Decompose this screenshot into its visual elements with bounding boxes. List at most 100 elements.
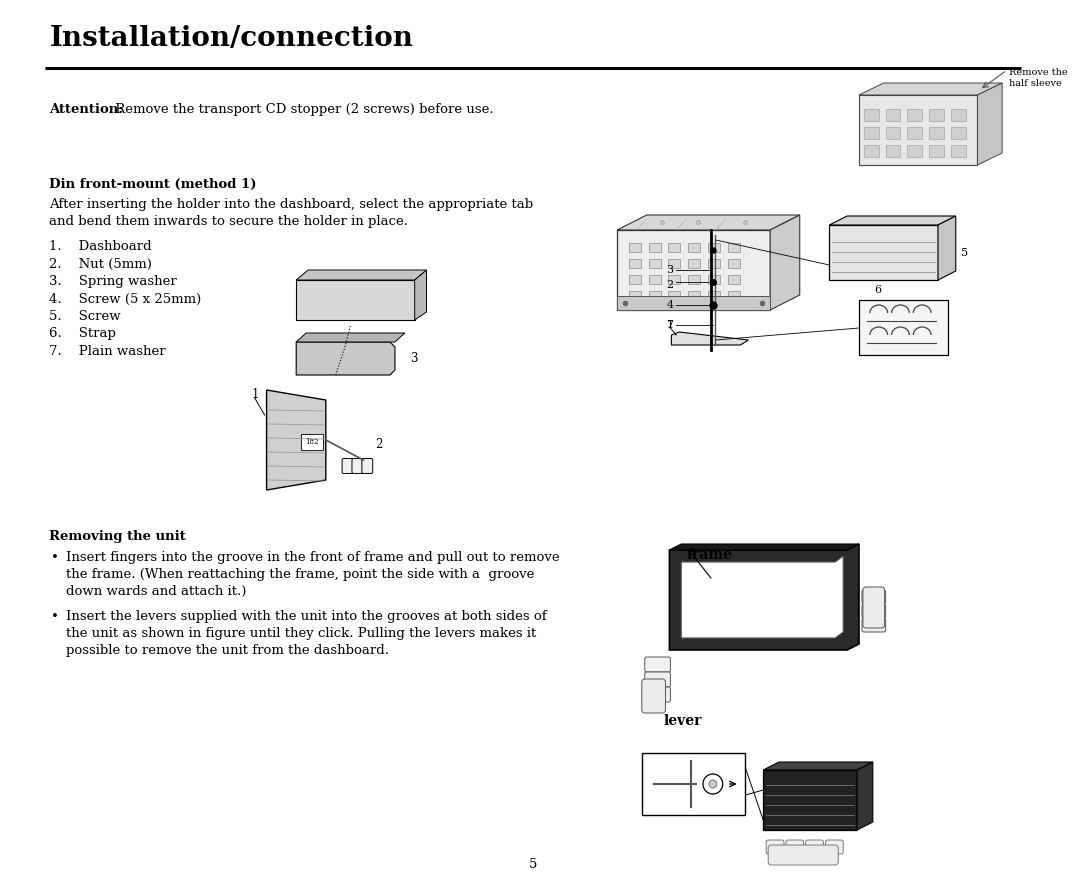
Bar bbox=[669, 243, 680, 252]
Text: lever: lever bbox=[663, 714, 702, 728]
Text: 1.    Dashboard: 1. Dashboard bbox=[50, 240, 152, 253]
FancyBboxPatch shape bbox=[352, 458, 363, 473]
Text: 1: 1 bbox=[252, 389, 259, 402]
Bar bbox=[707, 291, 719, 300]
Bar bbox=[950, 145, 966, 157]
Text: Attention:: Attention: bbox=[50, 103, 123, 116]
Bar bbox=[929, 127, 944, 139]
FancyBboxPatch shape bbox=[806, 840, 823, 854]
Bar bbox=[688, 275, 700, 284]
Bar bbox=[929, 145, 944, 157]
Bar bbox=[301, 434, 323, 450]
Polygon shape bbox=[937, 216, 956, 280]
Bar bbox=[649, 291, 661, 300]
Text: Removing the unit: Removing the unit bbox=[50, 530, 186, 543]
Text: 1: 1 bbox=[666, 320, 674, 330]
Polygon shape bbox=[670, 544, 859, 550]
Polygon shape bbox=[977, 83, 1002, 165]
Bar bbox=[642, 753, 745, 815]
Bar bbox=[950, 109, 966, 121]
Bar bbox=[649, 275, 661, 284]
Bar bbox=[728, 243, 740, 252]
Text: 2: 2 bbox=[375, 439, 382, 451]
Circle shape bbox=[708, 780, 717, 788]
FancyBboxPatch shape bbox=[766, 840, 784, 854]
FancyBboxPatch shape bbox=[825, 840, 843, 854]
FancyBboxPatch shape bbox=[768, 845, 838, 865]
Text: the frame. (When reattaching the frame, point the side with a  groove: the frame. (When reattaching the frame, … bbox=[66, 568, 535, 581]
Polygon shape bbox=[829, 216, 956, 225]
Text: and bend them inwards to secure the holder in place.: and bend them inwards to secure the hold… bbox=[50, 215, 408, 228]
Polygon shape bbox=[670, 544, 859, 650]
Bar bbox=[707, 243, 719, 252]
Polygon shape bbox=[296, 342, 395, 375]
FancyBboxPatch shape bbox=[645, 687, 671, 702]
Polygon shape bbox=[764, 762, 873, 770]
Text: Insert fingers into the groove in the front of frame and pull out to remove: Insert fingers into the groove in the fr… bbox=[66, 551, 559, 564]
Bar bbox=[859, 300, 948, 355]
Bar bbox=[907, 127, 922, 139]
Polygon shape bbox=[296, 333, 405, 342]
Polygon shape bbox=[672, 332, 748, 345]
Bar bbox=[707, 275, 719, 284]
Text: 182: 182 bbox=[306, 438, 319, 446]
Bar bbox=[764, 770, 858, 830]
Polygon shape bbox=[858, 762, 873, 830]
Bar bbox=[649, 259, 661, 268]
Bar bbox=[886, 127, 901, 139]
Polygon shape bbox=[617, 230, 770, 310]
Text: 4.    Screw (5 x 25mm): 4. Screw (5 x 25mm) bbox=[50, 292, 202, 306]
Bar bbox=[864, 145, 879, 157]
Text: Remove the
half sleeve: Remove the half sleeve bbox=[1009, 68, 1068, 88]
Text: possible to remove the unit from the dashboard.: possible to remove the unit from the das… bbox=[66, 644, 389, 657]
Bar bbox=[669, 259, 680, 268]
Polygon shape bbox=[296, 270, 427, 280]
Polygon shape bbox=[681, 556, 843, 638]
Text: Remove the transport CD stopper (2 screws) before use.: Remove the transport CD stopper (2 screw… bbox=[110, 103, 494, 116]
Text: 6: 6 bbox=[874, 285, 881, 295]
Text: Din front-mount (method 1): Din front-mount (method 1) bbox=[50, 178, 257, 191]
Bar bbox=[864, 127, 879, 139]
Text: 4: 4 bbox=[666, 300, 674, 310]
FancyBboxPatch shape bbox=[642, 679, 665, 713]
FancyBboxPatch shape bbox=[362, 458, 373, 473]
Text: •: • bbox=[52, 610, 59, 623]
FancyBboxPatch shape bbox=[786, 840, 804, 854]
Bar bbox=[728, 275, 740, 284]
Bar bbox=[907, 145, 922, 157]
Polygon shape bbox=[296, 280, 415, 320]
Polygon shape bbox=[617, 215, 800, 230]
Text: 3.    Spring washer: 3. Spring washer bbox=[50, 275, 177, 288]
Bar bbox=[629, 259, 640, 268]
Polygon shape bbox=[770, 215, 800, 310]
Polygon shape bbox=[415, 270, 427, 320]
Text: 7: 7 bbox=[666, 320, 674, 330]
Bar bbox=[629, 291, 640, 300]
Text: down wards and attach it.): down wards and attach it.) bbox=[66, 585, 246, 598]
FancyBboxPatch shape bbox=[342, 458, 353, 473]
Text: 6.    Strap: 6. Strap bbox=[50, 328, 117, 341]
Text: 5: 5 bbox=[529, 858, 538, 871]
Text: 7.    Plain washer: 7. Plain washer bbox=[50, 345, 166, 358]
Bar bbox=[929, 109, 944, 121]
Bar bbox=[688, 291, 700, 300]
Bar bbox=[907, 109, 922, 121]
Bar bbox=[829, 225, 937, 280]
Text: 2: 2 bbox=[666, 280, 674, 290]
FancyBboxPatch shape bbox=[645, 657, 671, 672]
Text: 3: 3 bbox=[409, 352, 417, 366]
Bar bbox=[669, 291, 680, 300]
Bar bbox=[688, 259, 700, 268]
Text: Insert the levers supplied with the unit into the grooves at both sides of: Insert the levers supplied with the unit… bbox=[66, 610, 546, 623]
FancyBboxPatch shape bbox=[863, 587, 885, 628]
FancyBboxPatch shape bbox=[862, 590, 886, 604]
Text: 5.    Screw: 5. Screw bbox=[50, 310, 121, 323]
Text: frame: frame bbox=[686, 548, 732, 562]
Polygon shape bbox=[859, 83, 1002, 95]
Bar bbox=[629, 243, 640, 252]
Polygon shape bbox=[267, 390, 326, 490]
Bar bbox=[629, 275, 640, 284]
FancyBboxPatch shape bbox=[645, 672, 671, 687]
Bar bbox=[707, 259, 719, 268]
Text: 2.    Nut (5mm): 2. Nut (5mm) bbox=[50, 258, 152, 270]
